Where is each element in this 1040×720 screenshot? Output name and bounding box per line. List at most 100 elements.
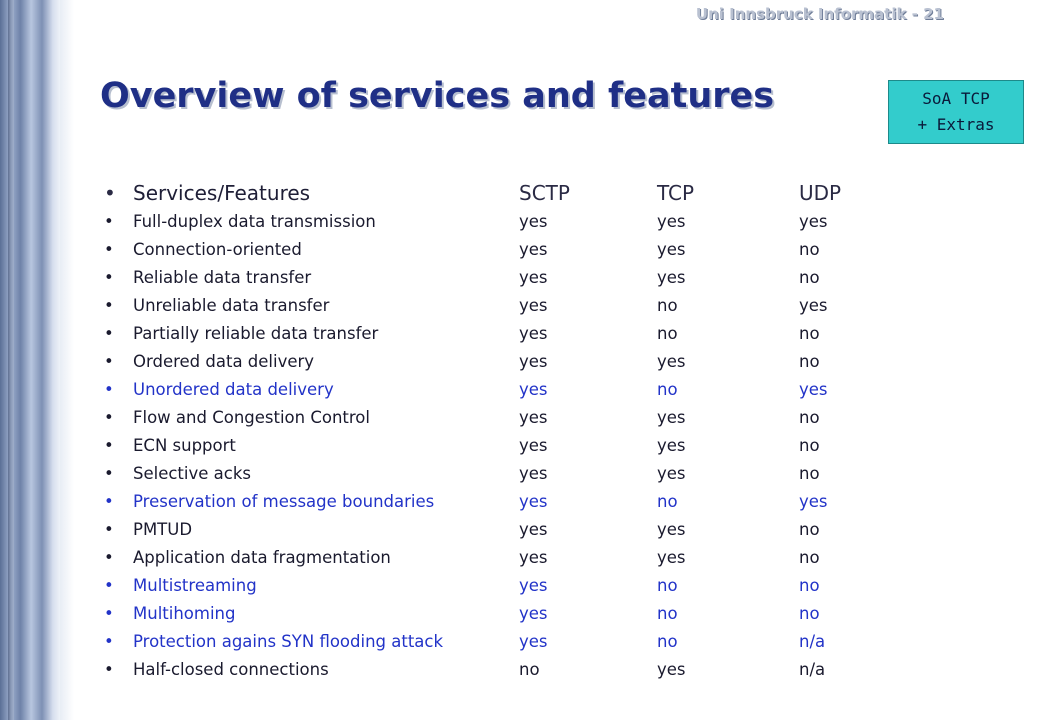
tcp-cell: no (657, 324, 678, 343)
bullet-icon: • (104, 268, 114, 287)
feature-cell: PMTUD (133, 520, 193, 539)
sctp-cell: no (519, 660, 540, 679)
table-row: • Multihoming yes no no (104, 600, 864, 628)
table-row: • Flow and Congestion Control yes yes no (104, 404, 864, 432)
table-row: • PMTUD yes yes no (104, 516, 864, 544)
bullet-icon: • (104, 181, 116, 205)
bullet-icon: • (104, 548, 114, 567)
bullet-icon: • (104, 576, 114, 595)
table-row: • Partially reliable data transfer yes no no (104, 320, 864, 348)
decorative-fade-strip (60, 0, 74, 720)
table-row: • Ordered data delivery yes yes no (104, 348, 864, 376)
udp-cell: no (799, 520, 820, 539)
bullet-icon: • (104, 604, 114, 623)
tcp-cell: no (657, 576, 678, 595)
udp-cell: yes (799, 380, 828, 399)
feature-cell: Half-closed connections (133, 660, 329, 679)
table-row: • Connection-oriented yes yes no (104, 236, 864, 264)
sctp-cell: yes (519, 324, 548, 343)
feature-cell: Reliable data transfer (133, 268, 312, 287)
bullet-icon: • (104, 296, 114, 315)
feature-cell: Application data fragmentation (133, 548, 391, 567)
sctp-cell: yes (519, 520, 548, 539)
sctp-cell: yes (519, 464, 548, 483)
bullet-icon: • (104, 464, 114, 483)
tcp-cell: no (657, 632, 678, 651)
column-header-sctp: SCTP (519, 181, 570, 205)
table-row: • Reliable data transfer yes yes no (104, 264, 864, 292)
udp-cell: no (799, 604, 820, 623)
slide-header: Uni Innsbruck Informatik - 21 (695, 5, 944, 23)
tcp-cell: no (657, 604, 678, 623)
feature-cell: Protection agains SYN flooding attack (133, 632, 444, 651)
udp-cell: n/a (799, 632, 826, 651)
table-row: • Multistreaming yes no no (104, 572, 864, 600)
bullet-icon: • (104, 212, 114, 231)
bullet-icon: • (104, 380, 114, 399)
tcp-cell: yes (657, 268, 686, 287)
table-row: • Selective acks yes yes no (104, 460, 864, 488)
sctp-cell: yes (519, 268, 548, 287)
table-row: • Unreliable data transfer yes no yes (104, 292, 864, 320)
tcp-cell: yes (657, 436, 686, 455)
udp-cell: no (799, 548, 820, 567)
tcp-cell: yes (657, 660, 686, 679)
table-row: • Full-duplex data transmission yes yes yes (104, 208, 864, 236)
soa-badge: SoA TCP + Extras (888, 80, 1024, 144)
tcp-cell: yes (657, 352, 686, 371)
feature-cell: Partially reliable data transfer (133, 324, 379, 343)
udp-cell: no (799, 240, 820, 259)
sctp-cell: yes (519, 296, 548, 315)
feature-cell: Selective acks (133, 464, 251, 483)
decorative-sidebar-bar (0, 0, 60, 720)
tcp-cell: yes (657, 240, 686, 259)
feature-cell: Ordered data delivery (133, 352, 315, 371)
tcp-cell: yes (657, 408, 686, 427)
bullet-icon: • (104, 352, 114, 371)
table-row: • Preservation of message boundaries yes no… (104, 488, 864, 516)
udp-cell: no (799, 576, 820, 595)
sctp-cell: yes (519, 632, 548, 651)
bullet-icon: • (104, 240, 114, 259)
page-title: Overview of services and features (100, 76, 775, 116)
feature-cell: Unreliable data transfer (133, 296, 330, 315)
feature-cell: Multistreaming (133, 576, 257, 595)
tcp-cell: no (657, 492, 678, 511)
tcp-cell: yes (657, 548, 686, 567)
feature-cell: Multihoming (133, 604, 236, 623)
udp-cell: yes (799, 212, 828, 231)
sctp-cell: yes (519, 576, 548, 595)
feature-cell: Flow and Congestion Control (133, 408, 370, 427)
udp-cell: no (799, 268, 820, 287)
sctp-cell: yes (519, 352, 548, 371)
udp-cell: no (799, 464, 820, 483)
sctp-cell: yes (519, 492, 548, 511)
feature-cell: Unordered data delivery (133, 380, 334, 399)
udp-cell: yes (799, 492, 828, 511)
udp-cell: no (799, 436, 820, 455)
column-header-udp: UDP (799, 181, 842, 205)
table-row: • Protection agains SYN flooding attack ye… (104, 628, 864, 656)
tcp-cell: yes (657, 464, 686, 483)
sctp-cell: yes (519, 408, 548, 427)
feature-cell: ECN support (133, 436, 236, 455)
sctp-cell: yes (519, 436, 548, 455)
bullet-icon: • (104, 408, 114, 427)
table-header-row: • Services/Features SCTP TCP UDP (104, 178, 864, 208)
bullet-icon: • (104, 492, 114, 511)
tcp-cell: no (657, 296, 678, 315)
udp-cell: n/a (799, 660, 826, 679)
bullet-icon: • (104, 660, 114, 679)
badge-line-1: SoA TCP (922, 89, 990, 108)
sctp-cell: yes (519, 380, 548, 399)
feature-cell: Connection-oriented (133, 240, 302, 259)
udp-cell: no (799, 324, 820, 343)
tcp-cell: yes (657, 212, 686, 231)
column-header-features: Services/Features (133, 181, 311, 205)
feature-comparison-table: • Services/Features SCTP TCP UDP • Full-d… (104, 178, 864, 684)
bullet-icon: • (104, 324, 114, 343)
table-row: • ECN support yes yes no (104, 432, 864, 460)
tcp-cell: no (657, 380, 678, 399)
table-row: • Application data fragmentation yes yes no (104, 544, 864, 572)
table-row: • Unordered data delivery yes no yes (104, 376, 864, 404)
